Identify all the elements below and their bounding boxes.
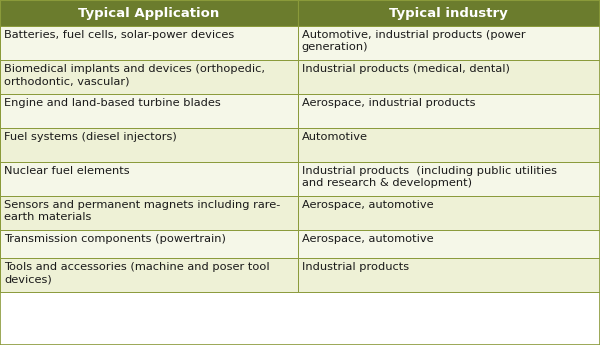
- Bar: [0, 128, 298, 162]
- Bar: [298, 94, 600, 128]
- Bar: [0, 230, 298, 258]
- Text: Aerospace, automotive: Aerospace, automotive: [302, 200, 433, 210]
- Bar: [298, 230, 600, 258]
- Text: Typical industry: Typical industry: [389, 7, 508, 20]
- Text: Transmission components (powertrain): Transmission components (powertrain): [4, 234, 226, 244]
- Text: Tools and accessories (machine and poser tool
devices): Tools and accessories (machine and poser…: [4, 262, 269, 284]
- Bar: [0, 26, 298, 60]
- Bar: [298, 196, 600, 230]
- Bar: [298, 258, 600, 292]
- Bar: [298, 0, 600, 26]
- Text: Industrial products (medical, dental): Industrial products (medical, dental): [302, 64, 509, 74]
- Text: Aerospace, automotive: Aerospace, automotive: [302, 234, 433, 244]
- Bar: [0, 196, 298, 230]
- Text: Engine and land-based turbine blades: Engine and land-based turbine blades: [4, 98, 221, 108]
- Text: Typical Application: Typical Application: [78, 7, 220, 20]
- Bar: [298, 60, 600, 94]
- Text: Fuel systems (diesel injectors): Fuel systems (diesel injectors): [4, 132, 177, 142]
- Text: Automotive, industrial products (power
generation): Automotive, industrial products (power g…: [302, 30, 525, 52]
- Text: Batteries, fuel cells, solar-power devices: Batteries, fuel cells, solar-power devic…: [4, 30, 234, 40]
- Text: Sensors and permanent magnets including rare-
earth materials: Sensors and permanent magnets including …: [4, 200, 280, 223]
- Bar: [298, 128, 600, 162]
- Text: Industrial products: Industrial products: [302, 262, 409, 272]
- Bar: [0, 258, 298, 292]
- Bar: [0, 0, 298, 26]
- Bar: [298, 26, 600, 60]
- Bar: [0, 94, 298, 128]
- Bar: [0, 60, 298, 94]
- Text: Industrial products  (including public utilities
and research & development): Industrial products (including public ut…: [302, 166, 557, 188]
- Bar: [298, 162, 600, 196]
- Bar: [0, 162, 298, 196]
- Text: Biomedical implants and devices (orthopedic,
orthodontic, vascular): Biomedical implants and devices (orthope…: [4, 64, 265, 86]
- Text: Nuclear fuel elements: Nuclear fuel elements: [4, 166, 130, 176]
- Text: Aerospace, industrial products: Aerospace, industrial products: [302, 98, 475, 108]
- Text: Automotive: Automotive: [302, 132, 368, 142]
